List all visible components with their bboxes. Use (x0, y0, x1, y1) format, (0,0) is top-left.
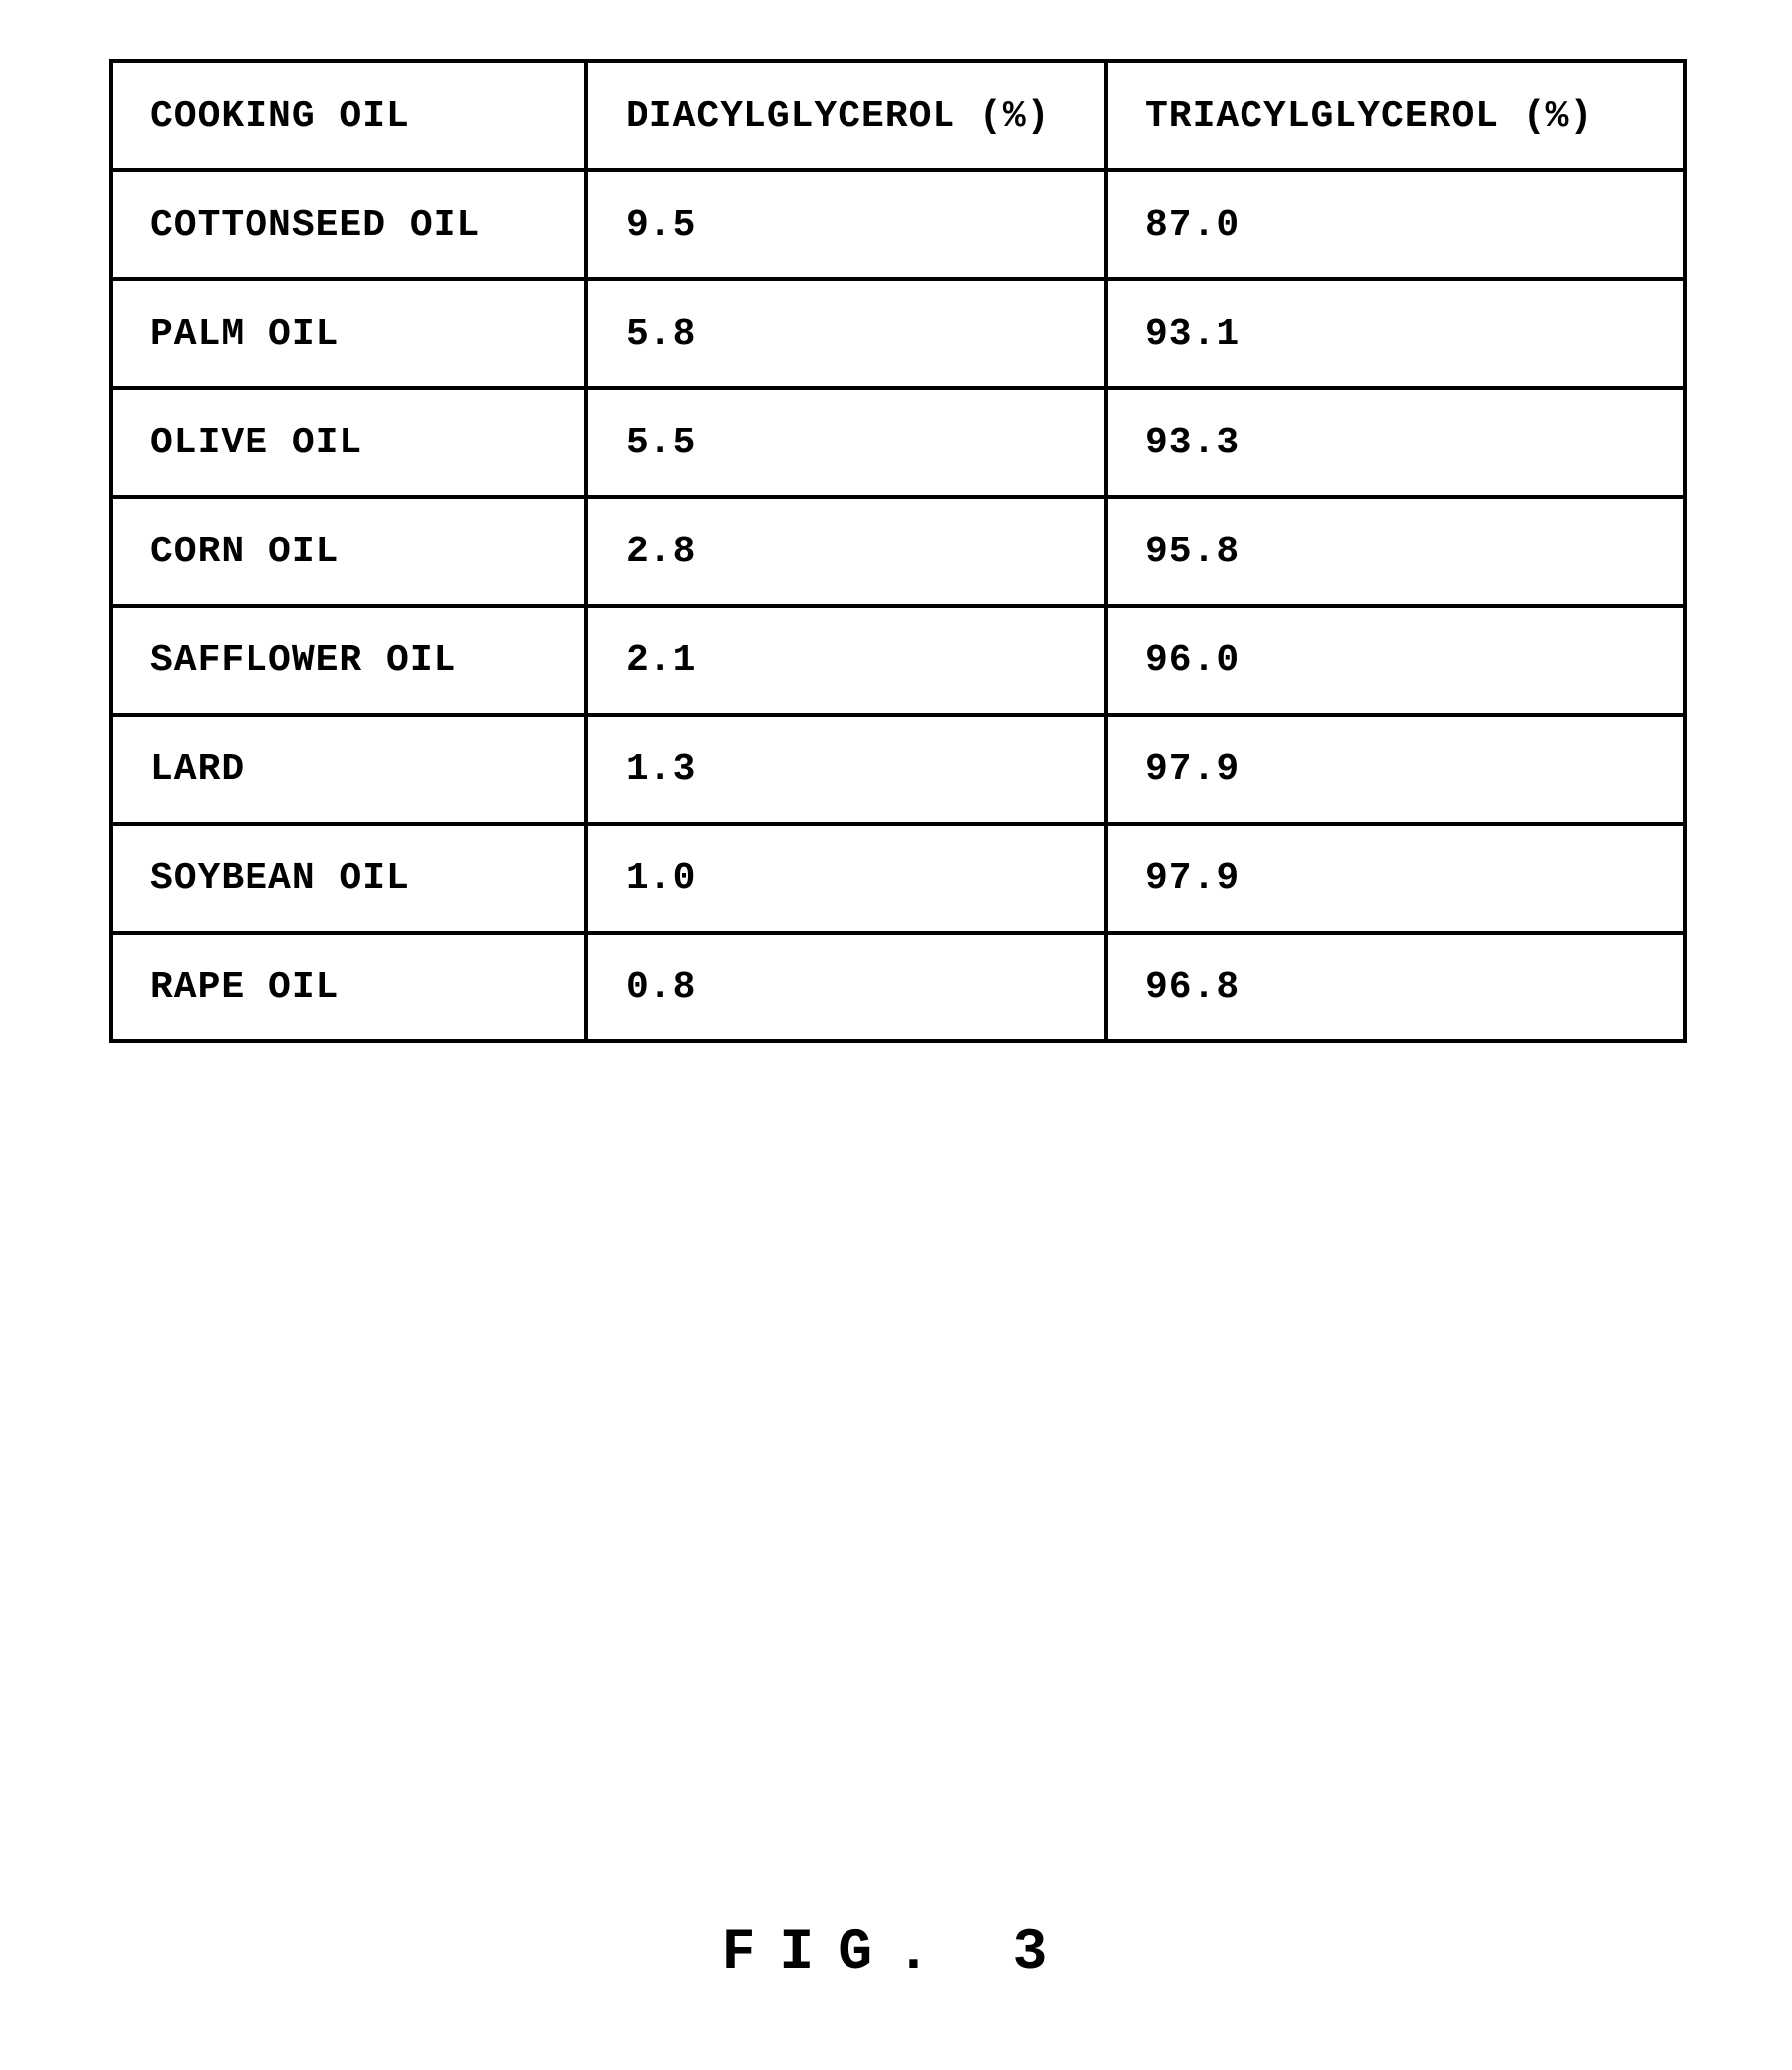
table-row: LARD 1.3 97.9 (111, 715, 1685, 824)
col-header-diacyl: DIACYLGLYCEROL (%) (586, 61, 1106, 170)
cell-diacyl: 1.3 (586, 715, 1106, 824)
cell-diacyl: 2.1 (586, 606, 1106, 715)
figure-caption: FIG. 3 (0, 1922, 1792, 1986)
cell-diacyl: 1.0 (586, 824, 1106, 933)
cell-oil-name: COTTONSEED OIL (111, 170, 586, 279)
cell-diacyl: 9.5 (586, 170, 1106, 279)
cell-diacyl: 2.8 (586, 497, 1106, 606)
page-container: COOKING OIL DIACYLGLYCEROL (%) TRIACYLGL… (0, 0, 1792, 2070)
cell-diacyl: 5.5 (586, 388, 1106, 497)
cell-diacyl: 0.8 (586, 933, 1106, 1041)
cell-triacyl: 96.0 (1106, 606, 1685, 715)
table-row: CORN OIL 2.8 95.8 (111, 497, 1685, 606)
cell-oil-name: SAFFLOWER OIL (111, 606, 586, 715)
table-row: OLIVE OIL 5.5 93.3 (111, 388, 1685, 497)
cell-triacyl: 96.8 (1106, 933, 1685, 1041)
table-row: PALM OIL 5.8 93.1 (111, 279, 1685, 388)
table-header-row: COOKING OIL DIACYLGLYCEROL (%) TRIACYLGL… (111, 61, 1685, 170)
table-row: COTTONSEED OIL 9.5 87.0 (111, 170, 1685, 279)
cell-oil-name: RAPE OIL (111, 933, 586, 1041)
table-row: SAFFLOWER OIL 2.1 96.0 (111, 606, 1685, 715)
table-row: RAPE OIL 0.8 96.8 (111, 933, 1685, 1041)
cell-triacyl: 93.1 (1106, 279, 1685, 388)
col-header-triacyl: TRIACYLGLYCEROL (%) (1106, 61, 1685, 170)
cell-oil-name: LARD (111, 715, 586, 824)
cell-triacyl: 93.3 (1106, 388, 1685, 497)
cell-diacyl: 5.8 (586, 279, 1106, 388)
cell-oil-name: SOYBEAN OIL (111, 824, 586, 933)
col-header-oil: COOKING OIL (111, 61, 586, 170)
oil-composition-table: COOKING OIL DIACYLGLYCEROL (%) TRIACYLGL… (109, 59, 1687, 1043)
cell-triacyl: 87.0 (1106, 170, 1685, 279)
cell-triacyl: 95.8 (1106, 497, 1685, 606)
cell-oil-name: OLIVE OIL (111, 388, 586, 497)
cell-triacyl: 97.9 (1106, 715, 1685, 824)
table-row: SOYBEAN OIL 1.0 97.9 (111, 824, 1685, 933)
cell-triacyl: 97.9 (1106, 824, 1685, 933)
cell-oil-name: CORN OIL (111, 497, 586, 606)
cell-oil-name: PALM OIL (111, 279, 586, 388)
